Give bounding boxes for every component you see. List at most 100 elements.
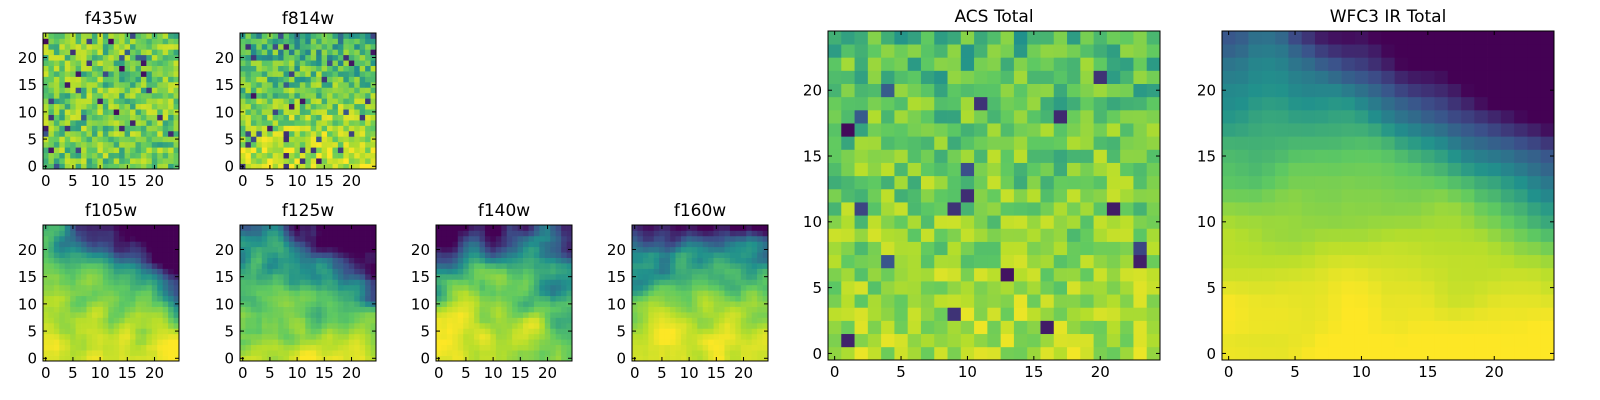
heatmap-cell — [113, 43, 120, 50]
heatmap-cell — [637, 333, 644, 340]
heatmap-cell — [648, 339, 655, 346]
heatmap-cell — [974, 162, 988, 177]
heatmap-cell — [59, 147, 66, 154]
heatmap-cell — [288, 114, 295, 121]
heatmap-cell — [157, 92, 164, 99]
heatmap-cell — [173, 65, 180, 72]
heatmap-cell — [894, 254, 909, 269]
heatmap-cell — [162, 152, 169, 159]
heatmap-cell — [294, 235, 301, 242]
heatmap-cell — [512, 257, 518, 264]
heatmap-cell — [746, 328, 753, 335]
heatmap-cell — [947, 162, 962, 177]
heatmap-cell — [256, 225, 263, 231]
heatmap-cell — [108, 163, 115, 170]
heatmap-cell — [173, 279, 180, 286]
heatmap-cell — [566, 235, 573, 242]
heatmap-cell — [441, 263, 448, 269]
heatmap-cell — [702, 241, 709, 248]
heatmap-cell — [283, 268, 290, 275]
heatmap-cell — [43, 147, 49, 154]
heatmap-cell — [490, 301, 497, 307]
heatmap-cell — [108, 312, 115, 318]
heatmap-cell — [828, 70, 842, 84]
heatmap-cell — [533, 328, 540, 335]
heatmap-cell — [713, 246, 720, 253]
heatmap-cell — [113, 317, 120, 324]
heatmap-cell — [294, 147, 301, 154]
heatmap-cell — [1421, 294, 1435, 308]
heatmap-cell — [490, 263, 497, 269]
heatmap-cell — [894, 162, 909, 177]
heatmap-cell — [168, 76, 174, 83]
heatmap-cell — [354, 263, 361, 269]
heatmap-cell — [359, 87, 366, 94]
heatmap-cell — [550, 279, 557, 286]
heatmap-cell — [151, 295, 158, 302]
heatmap-cell — [91, 230, 98, 237]
heatmap-cell — [446, 290, 453, 297]
y-tick-label: 20 — [607, 241, 626, 259]
heatmap-cell — [250, 355, 257, 362]
heatmap-cell — [854, 96, 869, 111]
heatmap-cell — [86, 120, 93, 126]
heatmap-cell — [680, 263, 687, 269]
heatmap-cell — [501, 241, 508, 248]
heatmap-cell — [1067, 162, 1081, 177]
heatmap-cell — [708, 344, 714, 351]
heatmap-cell — [245, 71, 252, 77]
heatmap-cell — [867, 281, 882, 295]
heatmap-cell — [135, 344, 142, 351]
heatmap-cell — [97, 257, 104, 264]
heatmap-cell — [501, 252, 508, 258]
heatmap-cell — [1120, 123, 1134, 137]
heatmap-cell — [108, 279, 115, 286]
heatmap-cell — [173, 125, 180, 132]
heatmap-cell — [1235, 333, 1249, 348]
heatmap-cell — [697, 306, 704, 313]
heatmap-cell — [1275, 281, 1289, 295]
heatmap-cell — [278, 147, 284, 154]
heatmap-cell — [1013, 70, 1028, 84]
heatmap-cell — [555, 246, 562, 253]
heatmap-cell — [327, 306, 333, 313]
heatmap-cell — [173, 235, 180, 242]
heatmap-cell — [1013, 215, 1028, 229]
heatmap-cell — [1421, 241, 1435, 256]
heatmap-cell — [130, 54, 136, 61]
heatmap-cell — [250, 263, 257, 269]
heatmap-cell — [359, 33, 366, 39]
heatmap-cell — [146, 246, 153, 253]
heatmap-cell — [135, 98, 142, 105]
heatmap-cell — [1314, 215, 1329, 229]
heatmap-cell — [256, 81, 263, 88]
heatmap-cell — [321, 43, 328, 50]
heatmap-cell — [102, 333, 109, 340]
heatmap-cell — [337, 241, 344, 248]
heatmap-cell — [490, 246, 497, 253]
heatmap-cell — [1093, 215, 1108, 229]
heatmap-cell — [724, 246, 731, 253]
heatmap-cell — [934, 307, 948, 321]
heatmap-cell — [256, 257, 263, 264]
heatmap-cell — [1120, 44, 1134, 58]
heatmap-cell — [1500, 281, 1515, 295]
heatmap-cell — [321, 54, 328, 61]
heatmap-cell — [691, 333, 698, 340]
heatmap-cell — [43, 241, 49, 248]
heatmap-cell — [490, 350, 497, 356]
heatmap-cell — [1053, 202, 1068, 216]
heatmap-cell — [48, 136, 55, 143]
heatmap-cell — [327, 339, 333, 346]
heatmap-cell — [702, 235, 709, 242]
heatmap-cell — [261, 339, 268, 346]
heatmap-cell — [162, 230, 169, 237]
heatmap-cell — [97, 230, 104, 237]
heatmap-cell — [561, 322, 567, 329]
heatmap-cell — [272, 301, 279, 307]
heatmap-cell — [119, 252, 125, 258]
heatmap-cell — [1067, 149, 1081, 163]
heatmap-cell — [1000, 31, 1015, 45]
heatmap-cell — [659, 333, 665, 340]
